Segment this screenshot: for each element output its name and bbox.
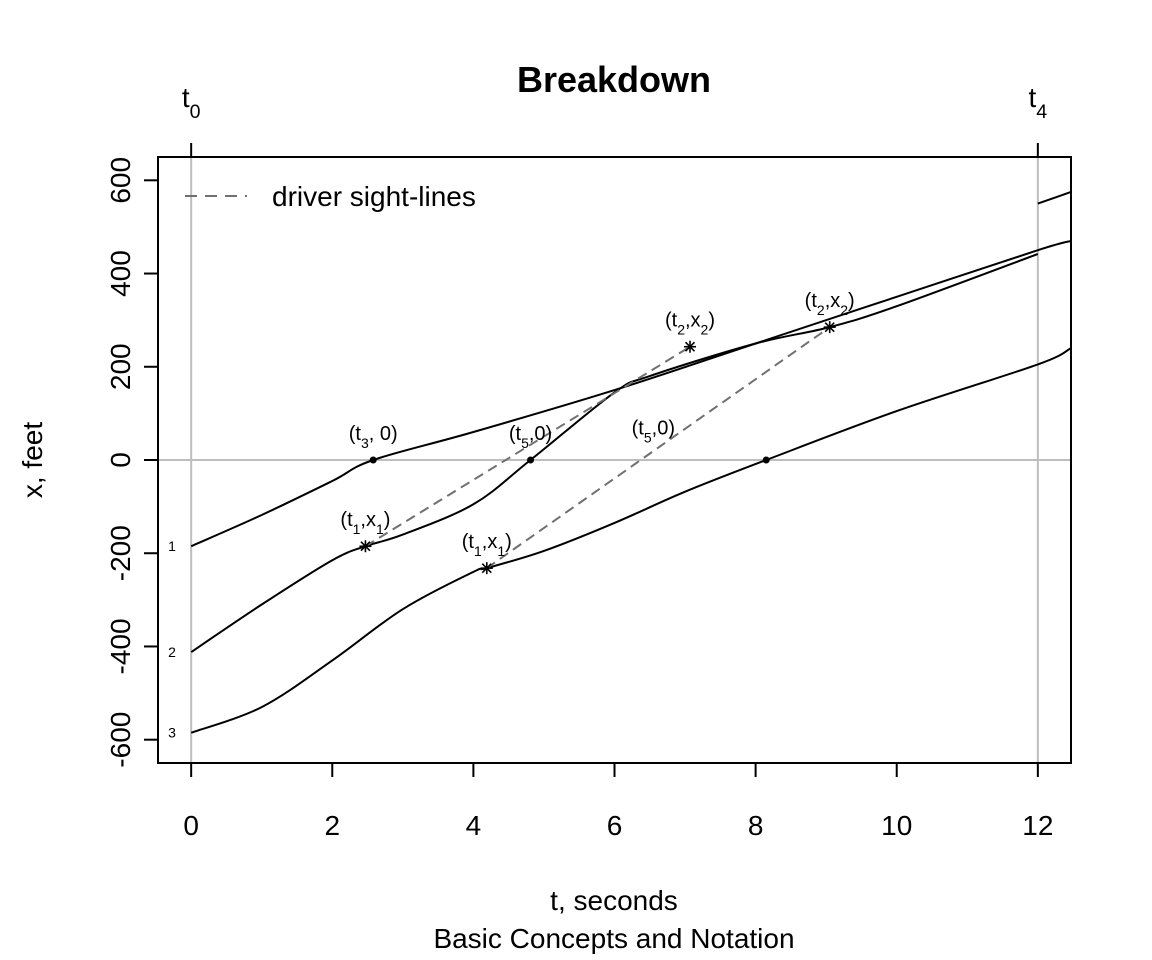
- sighting-star-6: [823, 321, 836, 334]
- x-tick-label-2: 4: [466, 810, 482, 841]
- x-axis-label: t, seconds: [550, 885, 678, 916]
- line-label-2: 2: [168, 644, 176, 660]
- top-label-t0: t0: [182, 82, 201, 123]
- point-label-4: (t2,x2): [665, 310, 715, 338]
- trajectory-line-1-0: [190, 239, 1071, 548]
- chart-subtitle: Basic Concepts and Notation: [433, 923, 794, 954]
- zero-crossing-dot-2: [762, 456, 770, 464]
- x-tick-label-0: 0: [183, 810, 199, 841]
- top-label-t4: t4: [1028, 82, 1047, 123]
- zero-crossing-dot-1: [527, 456, 535, 464]
- sight-line-1: [486, 326, 831, 569]
- point-label-1: (t5,0): [509, 423, 552, 451]
- x-tick-label-6: 12: [1022, 810, 1053, 841]
- trajectory-line-3-3: [190, 347, 1071, 734]
- line-label-3: 3: [168, 725, 176, 741]
- line-label-1: 1: [168, 538, 176, 554]
- y-tick-label-0: -600: [105, 712, 136, 768]
- plot-area: (t3, 0) (t5,0) (t1,x1) (t2,x2) (t1,x1) (t2,x2…: [105, 82, 1072, 841]
- sighting-star-5: [480, 562, 493, 575]
- sighting-star-4: [683, 340, 696, 353]
- trajectory-line-1-1: [1037, 191, 1071, 205]
- zero-crossing-dot-0: [369, 456, 377, 464]
- x-tick-label-1: 2: [324, 810, 340, 841]
- y-tick-label-3: 0: [105, 452, 136, 468]
- x-tick-label-4: 8: [748, 810, 764, 841]
- legend-label: driver sight-lines: [272, 181, 476, 212]
- chart-title: Breakdown: [517, 59, 711, 100]
- y-axis-label: x, feet: [17, 422, 48, 498]
- y-tick-label-1: -400: [105, 618, 136, 674]
- y-tick-label-6: 600: [105, 157, 136, 204]
- trajectory-line-2-2: [190, 253, 1039, 653]
- point-label-5: (t1,x1): [462, 531, 512, 559]
- sighting-star-3: [359, 540, 372, 553]
- point-label-0: (t3, 0): [349, 423, 398, 451]
- point-label-3: (t1,x1): [340, 509, 390, 537]
- point-label-6: (t2,x2): [805, 290, 855, 318]
- y-tick-label-5: 400: [105, 250, 136, 297]
- extra-label-0: (t5,0): [632, 417, 675, 445]
- x-tick-label-3: 6: [607, 810, 623, 841]
- y-tick-label-4: 200: [105, 343, 136, 390]
- y-tick-label-2: -200: [105, 525, 136, 581]
- x-tick-label-5: 10: [881, 810, 912, 841]
